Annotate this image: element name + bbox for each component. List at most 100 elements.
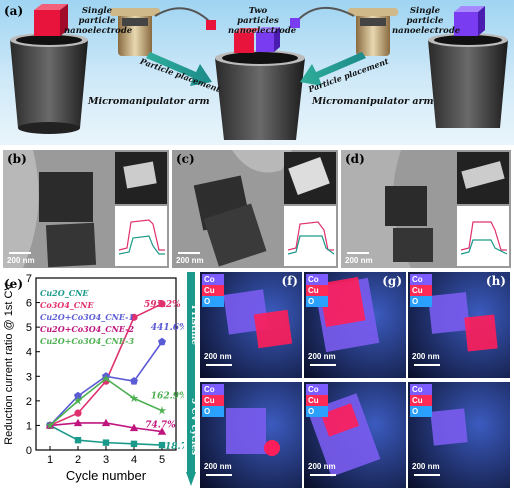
data-point xyxy=(158,337,166,346)
left-micromanipulator xyxy=(110,7,216,56)
chart-panel-e: 0 1 2 3 4 5 6 7 1 2 3 4 5 Cycle number Reduction curre… xyxy=(0,270,196,488)
cu-cube-left xyxy=(34,4,68,36)
panel-label-d: (d) xyxy=(345,152,365,166)
end-value-label: 595.2% xyxy=(144,300,181,310)
legend-co: Co xyxy=(202,274,224,285)
data-point xyxy=(74,391,82,400)
legend-cu: Cu xyxy=(306,395,328,406)
x-axis-label: Cycle number xyxy=(66,468,147,483)
legend-cu: Cu xyxy=(202,285,224,296)
cv-cycles-label: 5 CV cycles xyxy=(189,398,199,456)
y-tick-label: 4 xyxy=(26,347,32,359)
data-point xyxy=(158,441,166,449)
x-tick-label: 3 xyxy=(103,454,109,466)
legend-entry: Cu2O+Co3O4_CNE-3 xyxy=(40,336,134,346)
data-point xyxy=(74,409,82,417)
legend-entry: Co3O4_CNE xyxy=(40,300,94,310)
eds-map-g-5cv: Co Cu O 200 nm xyxy=(304,382,406,488)
legend-cu: Cu xyxy=(202,395,224,406)
tem-image-c xyxy=(172,150,338,268)
panel-label-b: (b) xyxy=(7,152,27,166)
tem-panel-c: (c) 200 nm xyxy=(172,150,338,268)
x-tick-label: 2 xyxy=(75,454,81,466)
eds-map-g-pristine: Co Cu O (g) 200 nm xyxy=(304,272,406,378)
co-cube-center xyxy=(256,27,280,52)
data-point xyxy=(130,313,138,321)
right-micromanipulator xyxy=(290,6,398,56)
data-point xyxy=(129,423,139,432)
panel-label-c: (c) xyxy=(176,152,195,166)
y-tick-label: 6 xyxy=(26,298,32,310)
eds-map-f-pristine: Co Cu O (f) 200 nm xyxy=(200,272,302,378)
reduction-current-chart: 0 1 2 3 4 5 6 7 1 2 3 4 5 Cycle number Reduction curre… xyxy=(3,273,196,483)
micromanipulator-label-right: Micromanipulator arm xyxy=(312,96,434,107)
scale-bar-b xyxy=(9,252,31,254)
legend-co: Co xyxy=(410,384,432,395)
element-legend: Co Cu O xyxy=(202,274,224,307)
schematic-illustration xyxy=(10,4,508,140)
y-tick-label: 0 xyxy=(26,445,32,457)
eds-map-f-5cv: Co Cu O 200 nm xyxy=(200,382,302,488)
tem-image-d xyxy=(341,150,511,268)
end-value-label: 162.9% xyxy=(151,392,184,402)
legend-o: O xyxy=(202,296,224,307)
arrow-right-to-center xyxy=(300,52,366,86)
scale-bar-c xyxy=(178,252,200,254)
map-scale-label: 200 nm xyxy=(204,462,232,471)
map-scale-label: 200 nm xyxy=(204,352,232,361)
panel-label-h: (h) xyxy=(485,274,506,288)
y-tick-label: 5 xyxy=(26,322,32,334)
panel-label-a: (a) xyxy=(4,4,24,18)
legend-co: Co xyxy=(306,274,328,285)
end-value-label: 74.7% xyxy=(145,421,176,431)
single-particle-label-left: Single particle nanoelectrode xyxy=(64,6,133,36)
legend-cu: Cu xyxy=(410,395,432,406)
element-legend: Co Cu O xyxy=(410,384,432,417)
map-scale-label: 200 nm xyxy=(308,352,336,361)
panel-label-g: (g) xyxy=(382,274,402,288)
scale-label-b: 200 nm xyxy=(7,256,35,265)
panel-label-f: (f) xyxy=(281,274,298,288)
legend-cu: Cu xyxy=(410,285,432,296)
end-value-label: 18.7% xyxy=(165,442,184,452)
left-nanoelectrode-cup xyxy=(10,33,88,134)
data-point xyxy=(157,405,167,415)
schematic-panel-a: (a) Single particle nanoelectrode Two pa… xyxy=(0,0,514,145)
legend-o: O xyxy=(306,406,328,417)
end-value-label: 441.6% xyxy=(151,323,184,333)
element-legend: Co Cu O xyxy=(306,384,328,417)
right-nanoelectrode-cup xyxy=(428,33,508,128)
element-legend: Co Cu O xyxy=(410,274,432,307)
y-axis-label: Reduction current ratio @ 1st CV xyxy=(3,283,15,445)
data-point xyxy=(73,396,83,405)
side-arrow-bar xyxy=(186,272,196,488)
tem-image-b xyxy=(3,150,169,268)
data-point xyxy=(102,439,110,446)
y-tick-label: 2 xyxy=(26,396,32,408)
x-tick-label: 4 xyxy=(131,454,137,466)
scale-label-d: 200 nm xyxy=(345,256,373,265)
legend-o: O xyxy=(410,406,432,417)
y-tick-label: 3 xyxy=(26,371,32,383)
y-tick-label: 1 xyxy=(26,420,32,432)
data-point xyxy=(74,436,82,444)
eds-map-h-pristine: Co Cu O (h) 200 nm xyxy=(408,272,510,378)
legend-co: Co xyxy=(202,384,224,395)
x-tick-label: 5 xyxy=(159,454,165,466)
scale-bar-d xyxy=(347,252,369,254)
data-point xyxy=(45,420,55,430)
legend-co: Co xyxy=(306,384,328,395)
legend-cu: Cu xyxy=(306,285,328,296)
data-point xyxy=(158,300,166,308)
tem-panel-d: (d) 200 nm xyxy=(341,150,511,268)
element-legend: Co Cu O xyxy=(202,384,224,417)
co-cube-right xyxy=(454,6,485,36)
data-point xyxy=(73,418,83,427)
micromanipulator-label-left: Micromanipulator arm xyxy=(88,96,210,107)
legend-o: O xyxy=(306,296,328,307)
map-scale-label: 200 nm xyxy=(412,352,440,361)
tem-panel-b: (b) 200 nm xyxy=(3,150,169,268)
legend-entry: Cu2O+Co3O4_CNE-1 xyxy=(40,312,134,322)
pristine-label: Pristine xyxy=(189,305,199,345)
legend-o: O xyxy=(410,296,432,307)
